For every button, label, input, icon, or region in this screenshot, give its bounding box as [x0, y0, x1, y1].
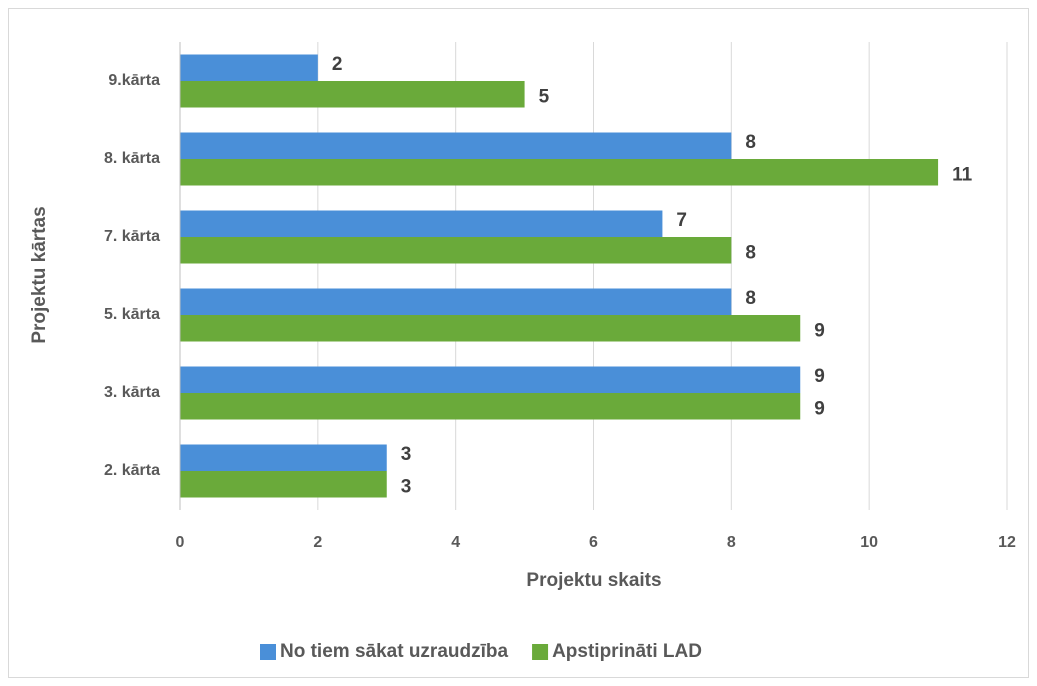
bar — [180, 471, 387, 498]
bar — [180, 288, 732, 315]
y-tick-label: 5. kārta — [104, 306, 160, 323]
legend-label: Apstiprināti LAD — [552, 641, 702, 662]
data-label: 8 — [745, 242, 756, 263]
bar — [180, 81, 525, 108]
y-tick-label: 9.kārta — [108, 72, 160, 89]
chart-border — [8, 8, 1029, 678]
legend-label: No tiem sākat uzraudzība — [280, 641, 508, 662]
x-tick-label: 0 — [176, 534, 185, 551]
bar — [180, 393, 801, 420]
y-axis-label: Projektu kārtas — [29, 206, 50, 343]
data-label: 9 — [814, 366, 825, 387]
legend-swatch — [532, 644, 549, 660]
data-label: 7 — [676, 210, 687, 231]
data-label: 9 — [814, 398, 825, 419]
data-label: 3 — [401, 444, 412, 465]
x-axis-label: Projektu skaits — [526, 570, 661, 591]
data-label: 3 — [401, 476, 412, 497]
data-label: 8 — [745, 288, 756, 309]
x-tick-label: 2 — [313, 534, 322, 551]
y-tick-label: 2. kārta — [104, 462, 160, 479]
bar — [180, 444, 387, 471]
bar — [180, 315, 801, 342]
data-label: 5 — [539, 86, 550, 107]
x-tick-label: 10 — [860, 534, 878, 551]
legend-swatch — [260, 644, 276, 660]
data-label: 2 — [332, 54, 343, 75]
x-tick-label: 12 — [998, 534, 1016, 551]
data-label: 8 — [745, 132, 756, 153]
x-tick-label: 4 — [451, 534, 460, 551]
data-label: 9 — [814, 320, 825, 341]
bar — [180, 237, 732, 264]
data-label: 11 — [952, 164, 973, 185]
bar — [180, 54, 318, 81]
bar — [180, 210, 663, 237]
y-tick-label: 7. kārta — [104, 228, 160, 245]
y-tick-label: 3. kārta — [104, 384, 160, 401]
x-tick-label: 8 — [727, 534, 736, 551]
y-tick-label: 8. kārta — [104, 150, 160, 167]
x-tick-label: 6 — [589, 534, 598, 551]
bar — [180, 132, 732, 159]
bar — [180, 366, 801, 393]
bar — [180, 159, 939, 186]
